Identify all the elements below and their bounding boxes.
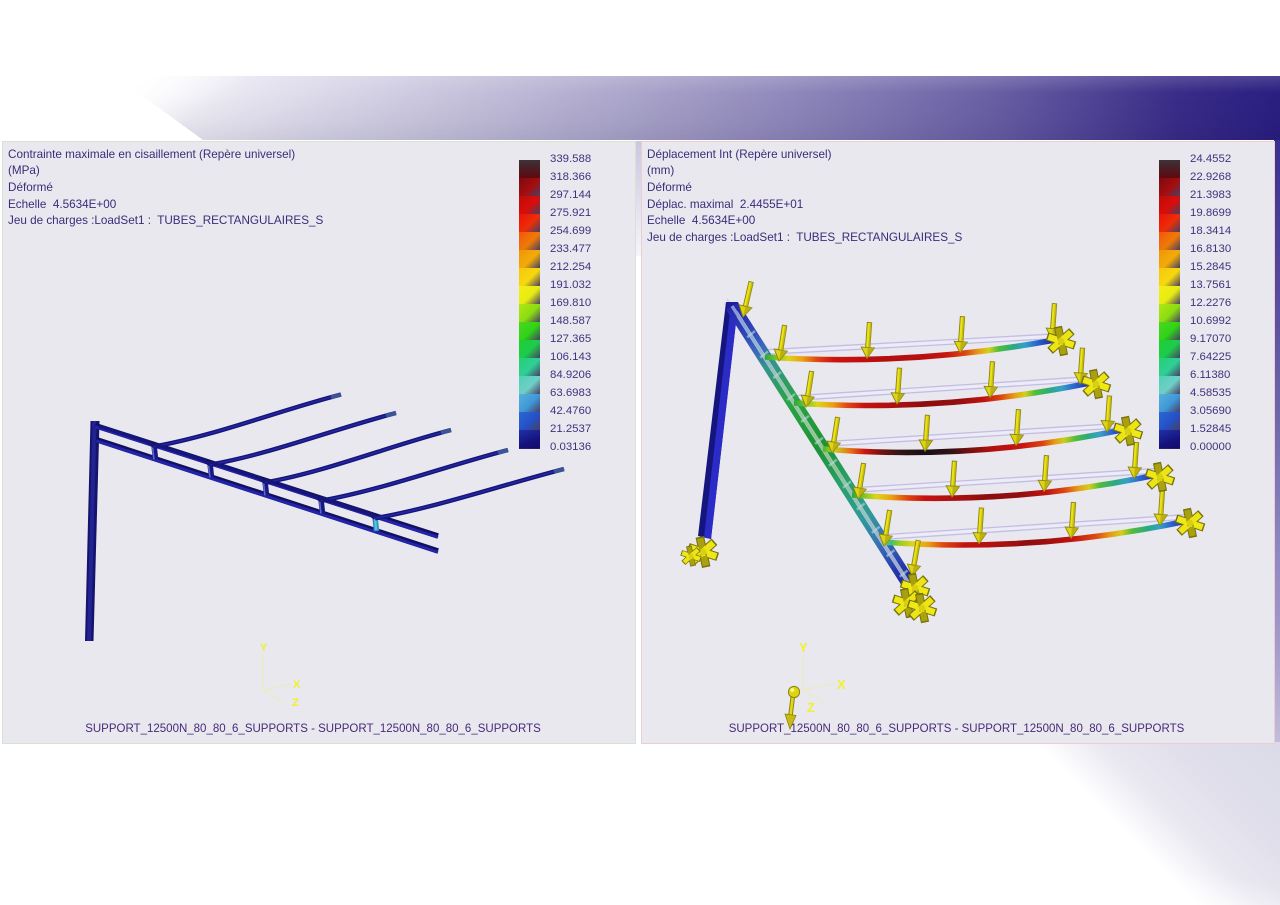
svg-text:Y: Y <box>260 642 268 654</box>
svg-text:X: X <box>837 677 846 692</box>
svg-text:Z: Z <box>292 697 299 709</box>
svg-text:Z: Z <box>807 700 815 715</box>
svg-text:Y: Y <box>799 640 808 655</box>
svg-text:X: X <box>293 679 301 691</box>
